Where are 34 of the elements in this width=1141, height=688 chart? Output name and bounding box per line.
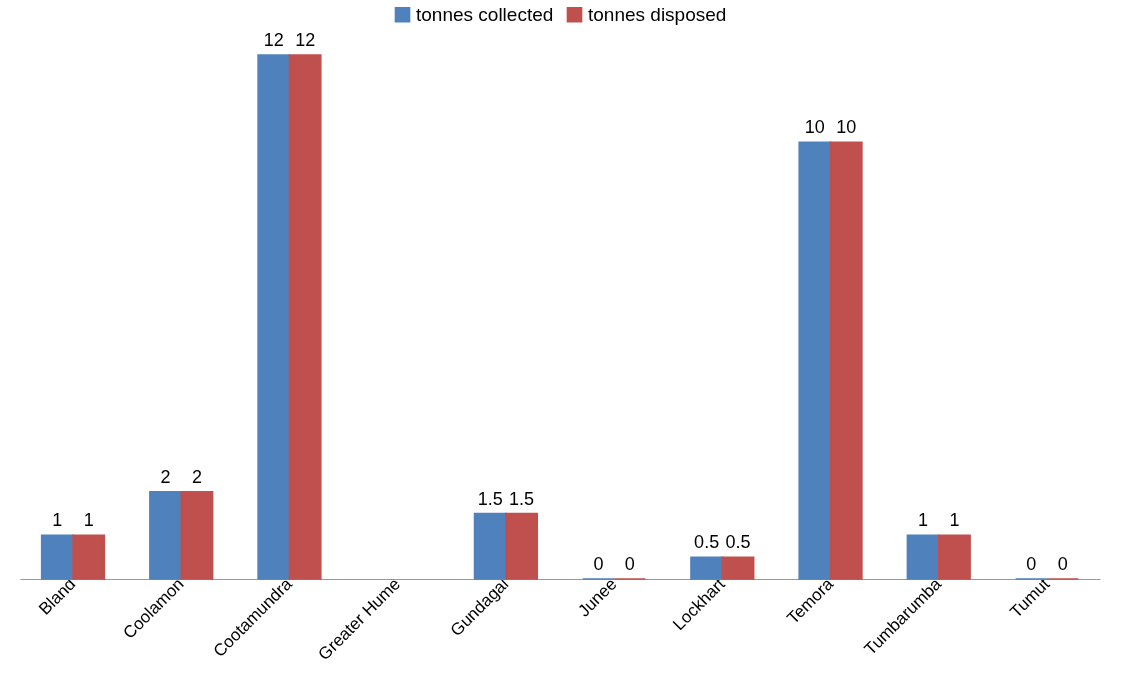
data-label: 1.5 bbox=[509, 488, 535, 509]
bar bbox=[257, 54, 291, 580]
legend-label: tonnes disposed bbox=[588, 3, 727, 25]
bar bbox=[473, 512, 507, 580]
data-label: 1.5 bbox=[477, 488, 503, 509]
data-label: 2 bbox=[191, 466, 202, 487]
bar bbox=[288, 54, 322, 580]
bar bbox=[829, 141, 863, 580]
data-label: 0 bbox=[593, 554, 604, 574]
bar bbox=[721, 556, 755, 580]
data-label: 1 bbox=[52, 510, 63, 531]
data-label: 0 bbox=[1026, 554, 1037, 574]
data-label: 1 bbox=[949, 510, 960, 531]
data-label: 0 bbox=[1057, 554, 1068, 574]
bar bbox=[40, 534, 74, 580]
data-label: 10 bbox=[836, 117, 857, 138]
data-label: 0 bbox=[624, 554, 635, 574]
bar bbox=[906, 534, 940, 580]
bar bbox=[690, 556, 724, 580]
data-label: 10 bbox=[804, 117, 825, 138]
data-label: 2 bbox=[160, 466, 171, 487]
legend-label: tonnes collected bbox=[416, 3, 554, 25]
bar bbox=[505, 512, 539, 580]
bar bbox=[72, 534, 106, 580]
data-label: 0.5 bbox=[694, 532, 720, 553]
data-label: 1 bbox=[83, 510, 94, 531]
data-label: 0.5 bbox=[725, 532, 751, 553]
bar bbox=[149, 490, 182, 580]
data-label: 12 bbox=[295, 30, 316, 50]
data-label: 12 bbox=[263, 30, 284, 50]
data-label: 1 bbox=[918, 510, 929, 531]
bar bbox=[798, 141, 832, 580]
bar bbox=[938, 534, 971, 580]
bar bbox=[180, 490, 214, 580]
